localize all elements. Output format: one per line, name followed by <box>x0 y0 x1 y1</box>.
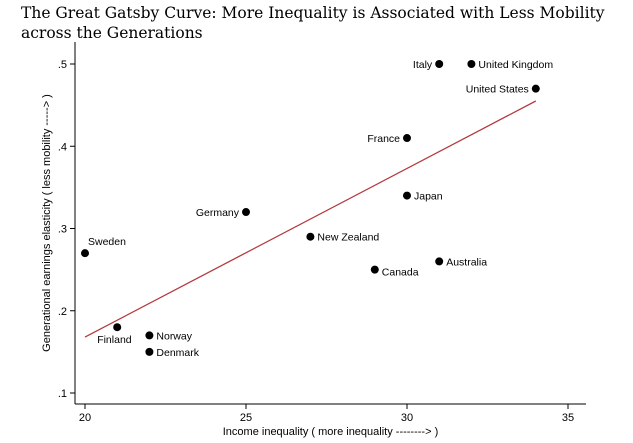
point-norway <box>145 331 154 340</box>
point-label-new-zealand: New Zealand <box>317 232 379 244</box>
point-japan <box>403 191 411 200</box>
y-tick-label: .4 <box>58 141 67 153</box>
chart-title-line-1: The Great Gatsby Curve: More Inequality … <box>21 4 605 22</box>
point-denmark <box>145 347 154 356</box>
point-germany <box>242 208 250 217</box>
chart-title: The Great Gatsby Curve: More Inequality … <box>21 3 621 43</box>
x-tick-label: 35 <box>562 412 574 424</box>
point-finland <box>113 323 122 332</box>
point-italy <box>435 60 444 68</box>
point-canada <box>370 265 379 274</box>
point-france <box>403 134 411 143</box>
point-label-united-states: United States <box>466 84 529 96</box>
x-tick-label: 20 <box>79 412 91 424</box>
fit-line <box>84 100 537 338</box>
y-tick-label: .1 <box>58 388 67 400</box>
point-united-kingdom <box>467 60 476 68</box>
point-label-denmark: Denmark <box>156 347 199 359</box>
point-united-states <box>531 84 540 93</box>
y-tick-label: .3 <box>58 224 67 236</box>
point-new-zealand <box>306 232 315 241</box>
point-label-italy: Italy <box>413 59 433 71</box>
point-label-norway: Norway <box>156 330 192 342</box>
x-tick-label: 25 <box>240 412 252 424</box>
point-sweden <box>81 249 89 258</box>
point-label-canada: Canada <box>382 267 419 279</box>
point-label-sweden: Sweden <box>88 236 126 248</box>
plot-area <box>75 42 586 404</box>
point-australia <box>435 257 444 266</box>
x-axis-title: Income inequality ( more inequality ----… <box>223 426 438 438</box>
y-axis-title: Generational earnings elasticity ( less … <box>41 94 53 352</box>
point-label-united-kingdom: United Kingdom <box>478 59 553 71</box>
chart-title-line-2: across the Generations <box>21 24 203 42</box>
point-label-australia: Australia <box>446 256 487 268</box>
point-label-finland: Finland <box>97 334 132 346</box>
point-label-germany: Germany <box>196 207 240 219</box>
point-label-japan: Japan <box>414 191 443 203</box>
y-tick-label: .2 <box>58 306 67 318</box>
x-tick-label: 30 <box>401 412 413 424</box>
y-tick-label: .5 <box>58 59 67 71</box>
point-label-france: France <box>367 133 400 145</box>
